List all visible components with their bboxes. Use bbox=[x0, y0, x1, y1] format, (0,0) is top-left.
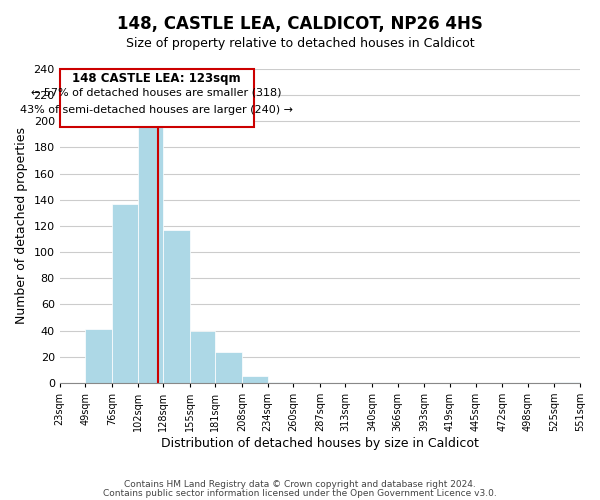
Text: Contains public sector information licensed under the Open Government Licence v3: Contains public sector information licen… bbox=[103, 488, 497, 498]
Text: 43% of semi-detached houses are larger (240) →: 43% of semi-detached houses are larger (… bbox=[20, 105, 293, 115]
Text: 148 CASTLE LEA: 123sqm: 148 CASTLE LEA: 123sqm bbox=[73, 72, 241, 85]
X-axis label: Distribution of detached houses by size in Caldicot: Distribution of detached houses by size … bbox=[161, 437, 479, 450]
Bar bbox=[554, 382, 580, 383]
Bar bbox=[163, 230, 190, 383]
Text: ← 57% of detached houses are smaller (318): ← 57% of detached houses are smaller (31… bbox=[31, 88, 282, 98]
Y-axis label: Number of detached properties: Number of detached properties bbox=[15, 128, 28, 324]
FancyBboxPatch shape bbox=[59, 69, 254, 126]
Text: 148, CASTLE LEA, CALDICOT, NP26 4HS: 148, CASTLE LEA, CALDICOT, NP26 4HS bbox=[117, 15, 483, 33]
Bar bbox=[190, 330, 215, 383]
Bar bbox=[268, 382, 293, 383]
Bar bbox=[85, 330, 112, 383]
Text: Size of property relative to detached houses in Caldicot: Size of property relative to detached ho… bbox=[125, 38, 475, 51]
Bar bbox=[242, 376, 268, 383]
Bar bbox=[137, 120, 163, 383]
Bar bbox=[215, 352, 242, 383]
Text: Contains HM Land Registry data © Crown copyright and database right 2024.: Contains HM Land Registry data © Crown c… bbox=[124, 480, 476, 489]
Bar bbox=[112, 204, 137, 383]
